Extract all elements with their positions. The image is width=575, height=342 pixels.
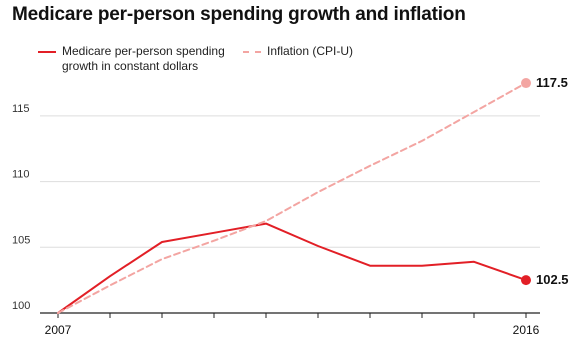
chart-title: Medicare per-person spending growth and … [12,4,466,25]
legend-item-inflation: Inflation (CPI-U) [243,44,353,59]
y-tick-label: 115 [12,103,30,115]
legend-item-medicare: Medicare per-person spending growth in c… [38,44,225,74]
series-end-label: 117.5 [536,75,568,90]
x-tick-label: 2007 [45,323,72,337]
legend-swatch-solid [38,51,56,53]
series-end-marker [521,275,531,286]
y-tick-label: 110 [12,169,30,181]
y-tick-label: 105 [12,234,30,246]
series-line-inflation [57,82,527,314]
series-end-label: 102.5 [536,272,569,287]
legend-swatch-dashed [243,51,261,53]
legend-label-inflation: Inflation (CPI-U) [267,44,354,58]
series-end-marker [521,78,531,89]
legend-label-medicare-line-2: growth in constant dollars [62,59,199,73]
series-line-medicare [57,222,527,314]
x-tick-label: 2016 [513,323,540,337]
legend-label-medicare-line-1: Medicare per-person spending [62,44,225,58]
y-tick-label: 100 [12,300,30,312]
legend-label-medicare: Medicare per-person spending growth in c… [62,44,225,74]
